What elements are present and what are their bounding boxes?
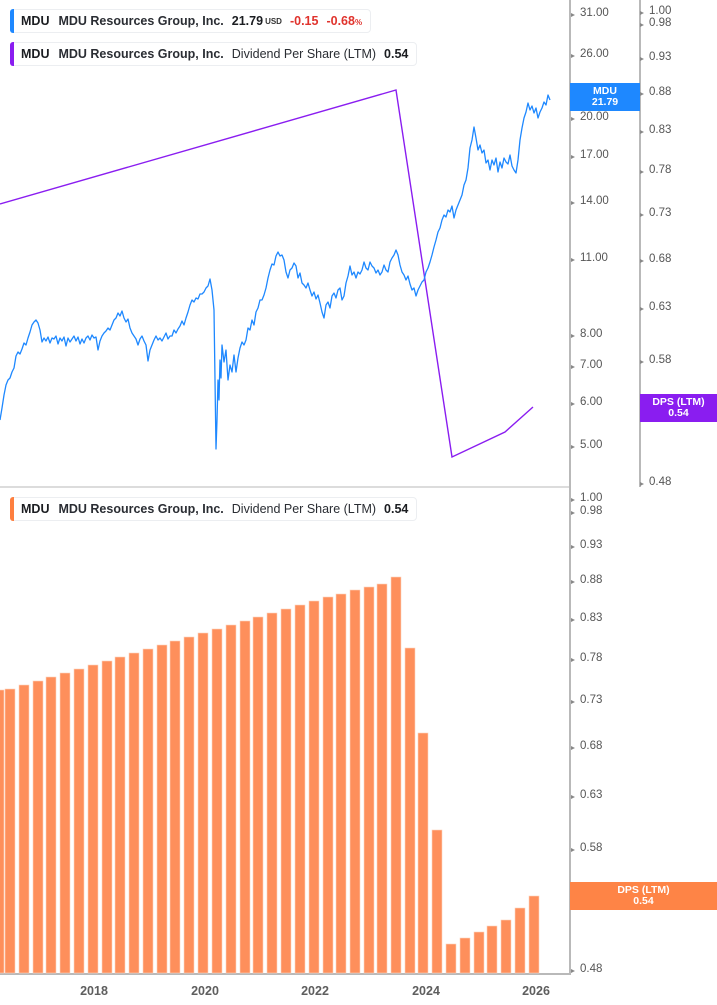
- dps-bar-tag-value: 0.54: [633, 895, 654, 907]
- dps-bar-legend-metric: Dividend Per Share (LTM): [231, 502, 377, 516]
- x-axis-label: 2018: [80, 984, 108, 998]
- price-axis-label: 14.00: [571, 195, 609, 207]
- dps-tag-value: 0.54: [668, 407, 689, 419]
- dps-bar-panel: MDU MDU Resources Group, Inc. Dividend P…: [0, 487, 569, 974]
- dps-overlay-legend-value: 0.54: [384, 47, 409, 61]
- dps-axis-label: 0.83: [570, 612, 603, 624]
- dps-bar-legend[interactable]: MDU MDU Resources Group, Inc. Dividend P…: [10, 497, 418, 521]
- price-legend[interactable]: MDU MDU Resources Group, Inc. 21.79 USD …: [10, 9, 372, 33]
- dps-overlay-last-value-tag: DPS (LTM) 0.54: [640, 394, 717, 422]
- dps-axis-label: 0.68: [639, 253, 672, 265]
- dps-axis-label: 0.73: [570, 694, 603, 706]
- dps-axis-label: 0.63: [570, 789, 603, 801]
- dps-line: [0, 89, 534, 459]
- price-legend-swatch: [10, 9, 14, 33]
- x-axis-line: [0, 973, 571, 975]
- dps-overlay-legend-swatch: [10, 42, 14, 66]
- price-axis-label: 20.00: [571, 111, 609, 123]
- price-axis-label: 8.00: [570, 328, 603, 340]
- price-axis-line: [569, 0, 571, 487]
- price-axis-label: 6.00: [570, 396, 603, 408]
- dps-overlay-legend-company: MDU Resources Group, Inc.: [58, 47, 224, 61]
- dps-bar-tag-label: DPS (LTM): [617, 884, 670, 896]
- dps-axis-label: 0.48: [570, 963, 603, 975]
- dps-axis-label: 0.58: [639, 354, 672, 366]
- dps-bar-legend-ticker: MDU: [21, 502, 50, 516]
- x-axis-label: 2020: [191, 984, 219, 998]
- price-axis-label: 5.00: [570, 439, 603, 451]
- price-axis-label: 11.00: [571, 252, 608, 264]
- dps-bar-legend-value: 0.54: [384, 502, 409, 516]
- price-legend-company: MDU Resources Group, Inc.: [58, 14, 224, 28]
- x-axis-label: 2024: [412, 984, 440, 998]
- price-legend-currency: USD: [265, 16, 282, 26]
- dps-axis-line-bottom: [569, 487, 571, 975]
- panel-divider[interactable]: [0, 486, 569, 488]
- dps-axis-label: 0.93: [570, 539, 603, 551]
- dps-axis-label: 0.63: [639, 301, 672, 313]
- dps-axis-label: 0.93: [639, 51, 672, 63]
- dps-axis-line-top: [639, 0, 641, 487]
- dps-overlay-legend-metric: Dividend Per Share (LTM): [231, 47, 377, 61]
- dps-axis-label: 0.48: [639, 476, 672, 488]
- x-axis-label: 2022: [301, 984, 329, 998]
- price-legend-value: 21.79: [231, 14, 264, 28]
- dps-overlay-legend-ticker: MDU: [21, 47, 50, 61]
- price-axis-label: 17.00: [571, 149, 609, 161]
- dps-bar-legend-swatch: [10, 497, 14, 521]
- dps-axis-label: 0.98: [570, 505, 603, 517]
- dps-axis-label: 0.88: [570, 574, 603, 586]
- price-axis-label: 7.00: [570, 359, 603, 371]
- dps-axis-label: 0.83: [639, 124, 672, 136]
- price-panel: MDU MDU Resources Group, Inc. 21.79 USD …: [0, 0, 717, 487]
- dps-bar-legend-company: MDU Resources Group, Inc.: [58, 502, 224, 516]
- price-line: [0, 94, 551, 450]
- pct-sign: %: [354, 18, 363, 27]
- dps-axis-label: 0.78: [639, 164, 672, 176]
- dps-axis-label: 1.00: [570, 492, 603, 504]
- dps-bar-last-value-tag: DPS (LTM) 0.54: [570, 882, 717, 910]
- price-legend-ticker: MDU: [21, 14, 50, 28]
- dps-bar-chart-svg: [0, 576, 540, 974]
- dps-axis-label: 0.68: [570, 740, 603, 752]
- dps-axis-label: 0.78: [570, 652, 603, 664]
- price-chart-svg: [0, 89, 551, 459]
- dps-axis-label: 0.73: [639, 207, 672, 219]
- dps-axis-label: 0.98: [639, 17, 672, 29]
- change-pct-value: -0.68: [326, 14, 355, 28]
- price-legend-change-pct: -0.68%: [326, 14, 362, 28]
- price-legend-change: -0.15: [289, 14, 319, 28]
- dps-axis-label: 0.58: [570, 842, 603, 854]
- dps-bars: [0, 576, 540, 974]
- dps-overlay-legend[interactable]: MDU MDU Resources Group, Inc. Dividend P…: [10, 42, 418, 66]
- dps-axis-label: 0.88: [639, 86, 672, 98]
- x-axis-label: 2026: [522, 984, 550, 998]
- price-axis-label: 31.00: [571, 7, 609, 19]
- price-tag-ticker: MDU: [593, 85, 617, 97]
- price-axis-label: 26.00: [571, 48, 609, 60]
- price-tag-value: 21.79: [591, 96, 619, 108]
- price-last-value-tag: MDU 21.79: [570, 83, 640, 111]
- dps-axis-label: 1.00: [639, 5, 672, 17]
- dps-tag-label: DPS (LTM): [652, 396, 705, 408]
